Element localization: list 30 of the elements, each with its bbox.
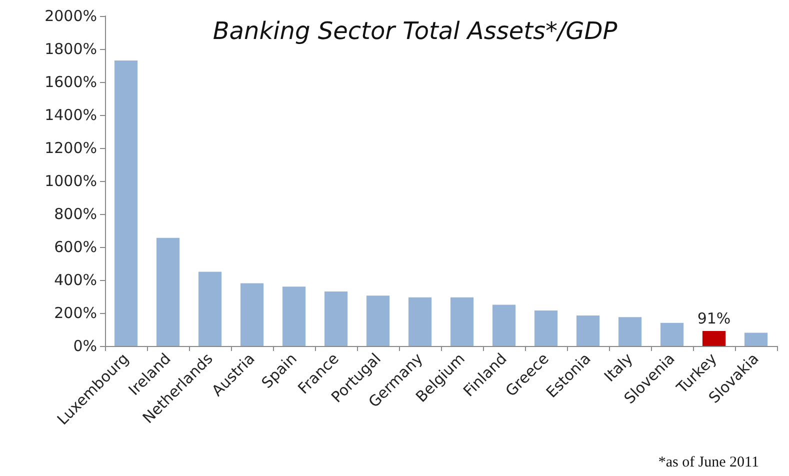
y-tick-label: 800% (54, 205, 97, 223)
y-tick-label: 0% (73, 337, 97, 355)
bar (534, 310, 558, 346)
text: *as of June 2011 (658, 454, 760, 470)
y-tick-label: 1800% (44, 40, 97, 58)
chart-title: Banking Sector Total Assets*/GDP (212, 17, 618, 45)
y-tick-label: 400% (54, 271, 97, 289)
bar (450, 297, 474, 346)
bar (702, 330, 726, 346)
bar (744, 332, 768, 346)
bar (366, 296, 390, 346)
y-tick-label: 200% (54, 304, 97, 322)
y-tick-label: 1600% (44, 73, 97, 91)
y-tick-label: 1400% (44, 106, 97, 124)
bar (660, 322, 684, 346)
y-tick-label: 1000% (44, 172, 97, 190)
bar (492, 304, 516, 346)
y-tick-label: 2000% (44, 7, 97, 25)
y-tick-label: 1200% (44, 139, 97, 157)
bar (198, 272, 222, 346)
bar (240, 283, 264, 346)
bar (408, 297, 432, 346)
bar (576, 315, 600, 346)
bar (618, 317, 642, 346)
bar (324, 292, 348, 346)
bar (282, 286, 306, 346)
y-tick-label: 600% (54, 238, 97, 256)
bar (156, 238, 180, 346)
data-label: 91% (697, 309, 731, 328)
bar (114, 60, 138, 346)
